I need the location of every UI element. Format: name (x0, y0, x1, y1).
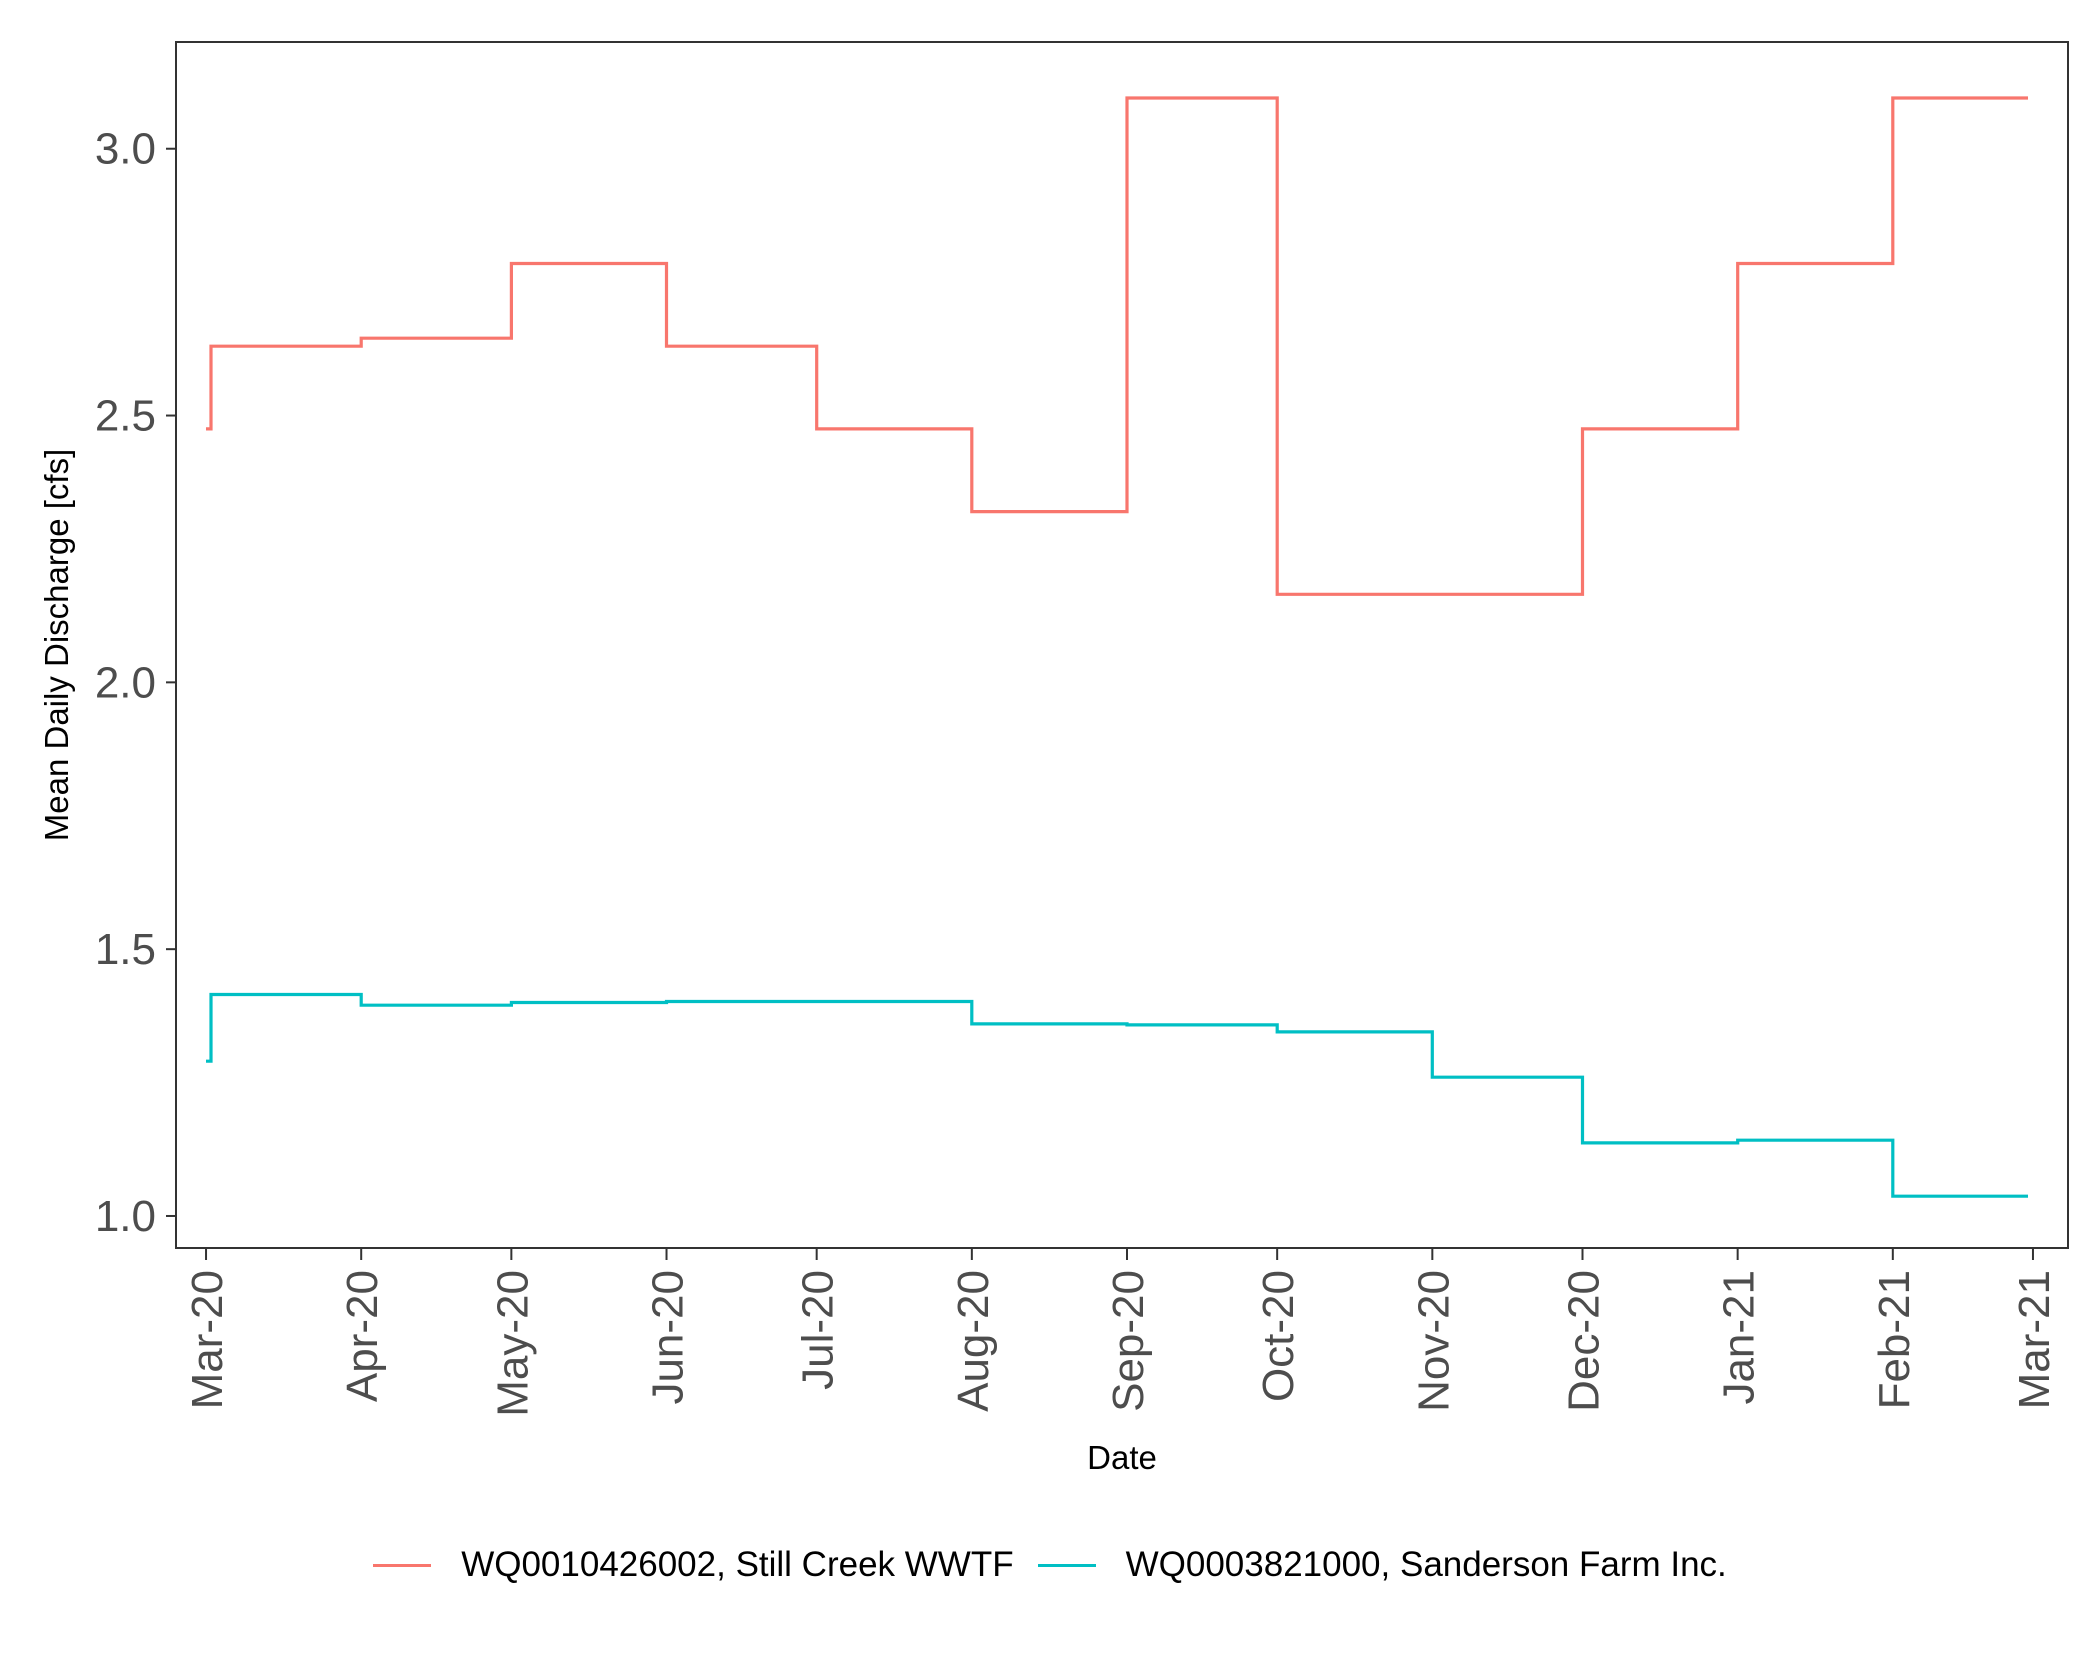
series-line-1 (206, 992, 2028, 1198)
x-tick-label: Feb-21 (1870, 1270, 1919, 1409)
x-tick-label: Nov-20 (1409, 1270, 1458, 1412)
y-axis: 1.0 1.5 2.0 2.5 3.0 (95, 125, 176, 1241)
y-tick-label: 1.5 (95, 925, 156, 974)
x-tick-label: Mar-21 (2010, 1270, 2059, 1409)
x-axis: Mar-20 Apr-20 May-20 Jun-20 Jul-20 Aug-20 Sep-… (183, 1248, 2059, 1417)
x-axis-title: Date (1087, 1439, 1157, 1476)
x-tick-label: Jan-21 (1715, 1270, 1764, 1405)
legend-key-sanderson-farm (1037, 1563, 1096, 1567)
legend-item-still-creek: WQ0010426002, Still Creek WWTF (373, 1545, 1014, 1585)
plot-panel (175, 41, 2069, 1249)
x-tick-label: Oct-20 (1254, 1270, 1303, 1402)
legend-label-still-creek: WQ0010426002, Still Creek WWTF (461, 1545, 1014, 1584)
legend-label-sanderson-farm: WQ0003821000, Sanderson Farm Inc. (1125, 1545, 1727, 1584)
x-tick-label: Mar-20 (183, 1270, 232, 1409)
x-tick-label: Jul-20 (794, 1270, 843, 1390)
x-tick-label: Sep-20 (1104, 1270, 1153, 1412)
legend-item-sanderson-farm: WQ0003821000, Sanderson Farm Inc. (1037, 1545, 1727, 1585)
series-layer (206, 96, 2028, 1198)
y-tick-label: 2.0 (95, 658, 156, 707)
x-tick-label: Aug-20 (949, 1270, 998, 1412)
y-tick-label: 1.0 (95, 1192, 156, 1241)
y-axis-title: Mean Daily Discharge [cfs] (38, 449, 75, 841)
x-tick-label: May-20 (488, 1270, 537, 1417)
x-tick-label: Apr-20 (338, 1270, 387, 1402)
legend-key-still-creek (373, 1563, 432, 1567)
y-tick-label: 3.0 (95, 125, 156, 174)
y-tick-label: 2.5 (95, 392, 156, 441)
series-line-0 (206, 96, 2028, 596)
x-tick-label: Jun-20 (644, 1270, 693, 1405)
x-tick-label: Dec-20 (1559, 1270, 1608, 1412)
legend: WQ0010426002, Still Creek WWTF WQ0003821… (0, 1545, 2100, 1585)
